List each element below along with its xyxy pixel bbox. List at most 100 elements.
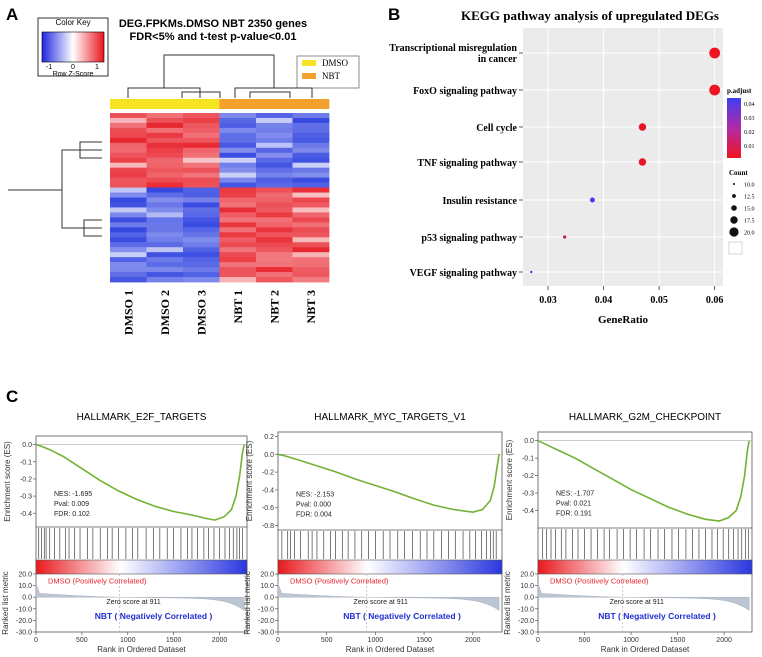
heatmap-cell — [256, 117, 293, 124]
heatmap-cell — [110, 212, 147, 218]
es-y-tick-label: -0.3 — [20, 494, 32, 501]
heatmap-cell — [146, 222, 184, 228]
metric-y-tick-label: 10.0 — [18, 583, 32, 590]
color-key-tick: 0 — [71, 64, 75, 71]
kegg-pathway-label: p53 signaling pathway — [421, 233, 517, 244]
heatmap-cell — [292, 242, 330, 248]
heatmap-cell — [256, 272, 293, 278]
kegg-dot — [638, 158, 647, 166]
heatmap-cell — [292, 132, 330, 139]
heatmap-cell — [292, 272, 330, 278]
kegg-dot — [563, 235, 567, 239]
kegg-title: KEGG pathway analysis of upregulated DEG… — [461, 8, 719, 23]
sample-group-bar — [110, 99, 330, 109]
legend-label-dmso: DMSO — [322, 58, 349, 68]
kegg-x-tick-label: 0.06 — [706, 295, 724, 306]
gsea-frame — [537, 431, 753, 633]
heatmap-cell — [219, 212, 257, 218]
column-dendrogram — [127, 54, 313, 98]
heatmap-cell — [292, 137, 330, 144]
heatmap-cell — [110, 262, 147, 268]
rank-x-tick-label: 500 — [579, 637, 591, 644]
heatmap-cell — [110, 227, 147, 233]
heatmap-cell — [146, 117, 184, 124]
heatmap-cell — [183, 177, 220, 183]
gsea-plot-e2f-targets: HALLMARK_E2F_TARGETS 0.0 -0.1 -0.2 -0.3 -0.4 E… — [1, 412, 248, 654]
heatmap-cell — [146, 257, 184, 263]
gsea-stat: NES: -2.153 — [296, 492, 334, 499]
positive-correlation-label: DMSO (Positively Correlated) — [550, 576, 649, 585]
sample-label: NBT 3 — [304, 290, 318, 323]
kegg-pathway-label: Transcriptional misregulation — [389, 43, 517, 54]
heatmap-cell — [183, 157, 220, 164]
kegg-dot — [589, 197, 595, 203]
heatmap-cell — [110, 202, 147, 208]
heatmap-cell — [256, 277, 293, 283]
heatmap-cell — [292, 177, 330, 183]
group-bar-cell — [146, 99, 184, 109]
rank-gradient-bar — [35, 559, 248, 575]
rank-x-tick-label: 0 — [536, 637, 540, 644]
kegg-dot — [530, 270, 533, 274]
legend-empty-key — [728, 241, 743, 255]
gsea-plot-myc-targets-v1: HALLMARK_MYC_TARGETS_V1 0.2 0.0 -0.2 -0.4 -0.… — [243, 412, 503, 654]
metric-y-axis-label: Ranked list metric — [243, 571, 252, 635]
heatmap-cell — [110, 113, 147, 119]
heatmap-cell — [146, 182, 184, 188]
es-curve — [277, 453, 500, 514]
padjust-tick-label: 0.01 — [744, 144, 755, 150]
heatmap-cell — [110, 182, 147, 188]
heatmap-cell — [183, 182, 220, 188]
heatmap-title-line2: FDR<5% and t-test p-value<0.01 — [130, 31, 297, 43]
metric-y-axis-label: Ranked list metric — [503, 571, 512, 635]
count-legend-label: 10.0 — [744, 183, 755, 189]
metric-y-axis-label: Ranked list metric — [1, 571, 10, 635]
heatmap-cell — [219, 137, 257, 144]
heatmap-cell — [256, 177, 293, 183]
panel-label-c: C — [6, 387, 18, 406]
metric-y-tick-label: -20.0 — [16, 618, 32, 625]
padjust-tick-label: 0.04 — [744, 102, 755, 108]
heatmap-cell — [146, 262, 184, 268]
rank-x-axis-label: Rank in Ordered Dataset — [601, 645, 690, 654]
heatmap-cell — [256, 172, 293, 179]
heatmap-cell — [183, 162, 220, 169]
heatmap-cell — [256, 162, 293, 169]
heatmap-cell — [256, 122, 293, 129]
legend-swatch-dmso — [302, 60, 316, 66]
es-y-tick-label: 0.2 — [264, 434, 274, 441]
es-y-tick-label: -0.4 — [522, 508, 534, 515]
heatmap-cell — [146, 227, 184, 233]
rank-x-tick-label: 0 — [34, 637, 38, 644]
heatmap-cell — [292, 222, 330, 228]
heatmap-cell — [256, 217, 293, 223]
es-curve — [35, 443, 245, 521]
rank-x-tick-label: 2000 — [212, 637, 228, 644]
gsea-stat: FDR: 0.102 — [54, 511, 90, 518]
heatmap-cell — [292, 232, 330, 238]
kegg-dot — [638, 123, 647, 131]
heatmap-cell — [219, 232, 257, 238]
kegg-pathway-label: FoxO signaling pathway — [413, 86, 517, 97]
kegg-x-tick-label: 0.04 — [595, 295, 613, 306]
count-legend: 10.0 12.5 15.0 17.5 20.0 — [729, 183, 755, 237]
heatmap-cell — [110, 247, 147, 253]
metric-y-tick-label: 10.0 — [260, 583, 274, 590]
heatmap-cell — [292, 157, 330, 164]
heatmap-cell — [110, 117, 147, 124]
heatmap-cell — [146, 212, 184, 218]
heatmap-cell — [256, 202, 293, 208]
heatmap-cell — [146, 197, 184, 203]
heatmap-cell — [256, 167, 293, 174]
kegg-pathway-label: Insulin resistance — [442, 196, 517, 207]
gsea-frame — [35, 435, 248, 633]
es-y-tick-label: -0.2 — [20, 476, 32, 483]
heatmap-cell — [183, 277, 220, 283]
color-key-gradient — [41, 31, 105, 63]
metric-y-tick-label: -20.0 — [518, 618, 534, 625]
heatmap-cell — [146, 252, 184, 258]
heatmap-cell — [110, 152, 147, 159]
metric-y-tick-label: -20.0 — [258, 618, 274, 625]
es-y-tick-label: -0.8 — [262, 523, 274, 530]
